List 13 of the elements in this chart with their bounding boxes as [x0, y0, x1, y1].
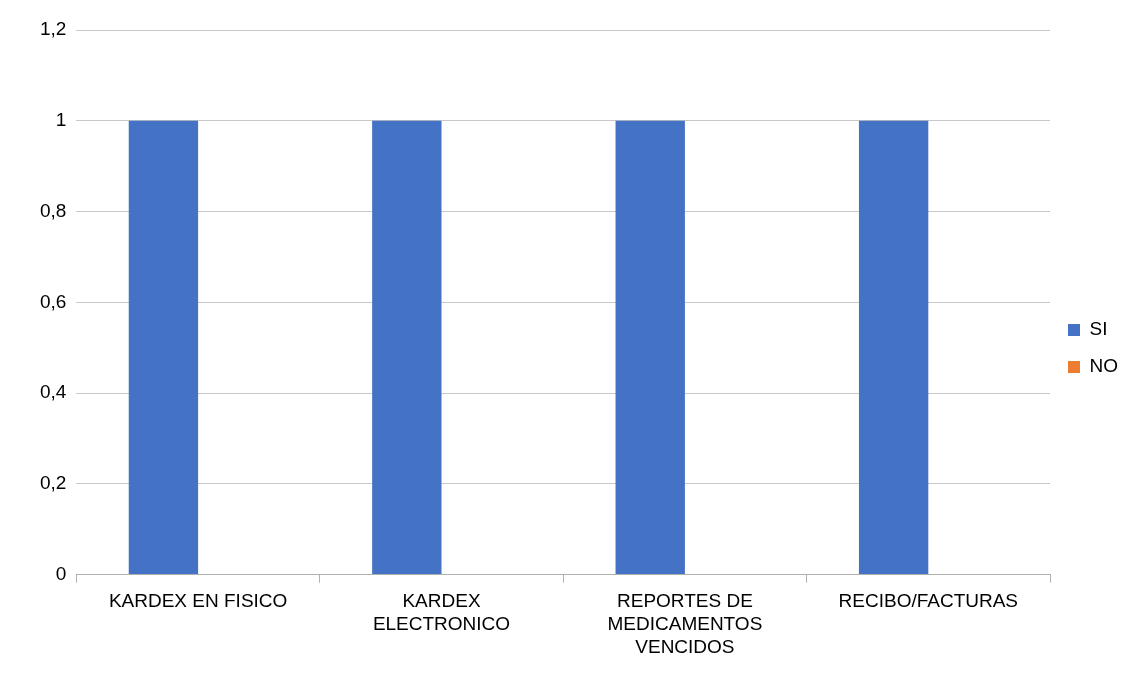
y-tick-label: 1: [55, 109, 67, 130]
y-tick-label: 0: [55, 562, 67, 584]
y-tick-label: 0,4: [39, 381, 67, 403]
y-tick-label: 0,6: [39, 290, 67, 312]
x-tick-label: RECIBO/FACTURAS: [838, 590, 1019, 612]
y-tick-label: 0,8: [39, 199, 67, 221]
y-tick-label: 0,2: [39, 472, 67, 494]
y-tick-label: 1,2: [39, 18, 67, 40]
x-tick-label: KARDEX ELECTRONICO: [372, 590, 511, 635]
legend-label: NO: [1089, 355, 1118, 377]
x-tick-label: KARDEX EN FISICO: [108, 590, 288, 612]
x-tick-label: REPORTES DE MEDICAMENTOS VENCIDOS: [607, 590, 763, 657]
legend-label: SI: [1089, 318, 1108, 340]
